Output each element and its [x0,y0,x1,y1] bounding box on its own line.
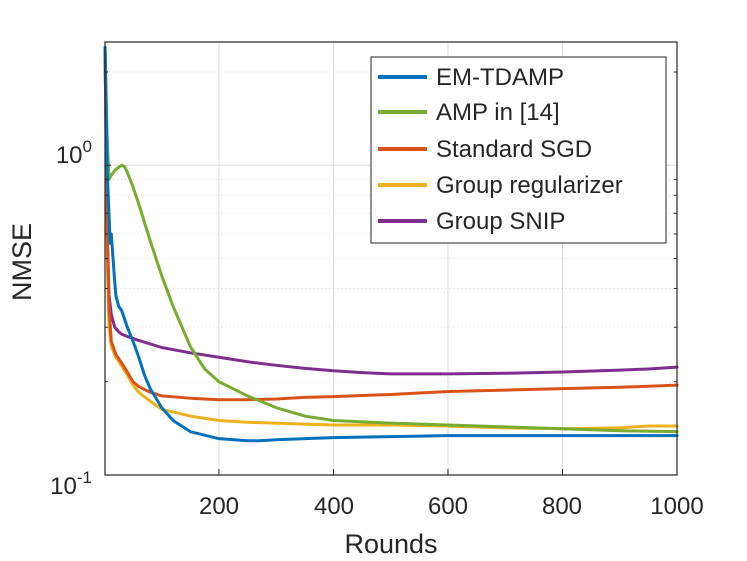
x-tick-label-400: 400 [314,493,354,520]
x-tick-label-800: 800 [542,493,582,520]
legend-label-amp-14: AMP in [14] [436,99,560,126]
x-tick-label-600: 600 [428,493,468,520]
x-tick-label-1000: 1000 [650,493,703,520]
y-tick-0.1-base: 10 [50,473,77,500]
y-axis-label: NMSE [7,223,37,301]
series-line-standard-sgd [103,45,679,402]
legend: EM-TDAMP AMP in [14] Standard SGD Group … [370,56,667,244]
y-tick-label-0.1: 10-1 [50,468,92,500]
series-line-amp-in-14 [103,45,679,434]
legend-label-group-regularizer: Group regularizer [436,172,623,199]
x-axis-label: Rounds [344,529,437,559]
series-line-group-snip [103,45,679,376]
legend-label-em-tdamp: EM-TDAMP [436,64,564,91]
x-tick-label-200: 200 [199,493,239,520]
y-tick-1-exponent: 0 [83,137,92,156]
y-tick-label-1: 100 [56,137,92,169]
series-layer [103,45,679,443]
series-line-em-tdamp [103,45,679,443]
y-tick-0.1-exponent: -1 [77,468,92,487]
y-tick-1-base: 10 [56,142,83,169]
tick-layer [105,71,678,476]
legend-label-standard-sgd: Standard SGD [436,136,592,163]
legend-label-group-snip: Group SNIP [436,208,565,235]
